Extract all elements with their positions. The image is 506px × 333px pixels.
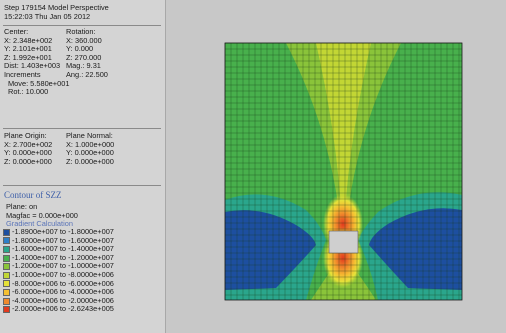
legend-swatch [3,245,10,253]
legend-label: -1.2000e+007 to -1.0000e+007 [12,261,114,271]
rotation-x: X: 360.000 [66,35,102,45]
divider [3,185,161,186]
mag-value: Mag.: 9.31 [66,61,101,71]
ang-value: Ang.: 22.500 [66,69,108,79]
legend-swatch [3,306,10,314]
legend-swatch [3,288,10,296]
legend-label: -1.8000e+007 to -1.6000e+007 [12,235,114,245]
plane-normal-z: Z: 0.000e+000 [66,156,114,166]
center-x: X: 2.348e+002 [4,35,53,45]
center-z: Z: 1.992e+001 [4,52,52,62]
contour-plot [224,42,463,301]
legend-item: -4.0000e+006 to -2.0000e+006 [3,295,163,306]
legend-swatch [3,297,10,305]
hole-cutout [328,230,359,254]
contour-legend: -1.8900e+007 to -1.8000e+007 -1.8000e+00… [3,227,163,314]
magfac-value: Magfac = 0.000e+000 [6,210,78,220]
legend-item: -1.4000e+007 to -1.2000e+007 [3,252,163,263]
plane-info-block: Plane Origin: Plane Normal: X: 2.700e+002… [4,131,164,166]
rotation-y: Y: 0.000 [66,44,94,54]
legend-swatch [3,254,10,262]
legend-item: -1.0000e+007 to -8.0000e+006 [3,269,163,280]
legend-item: -6.0000e+006 to -4.0000e+006 [3,288,163,297]
rot-value: Rot.: 10.000 [8,87,49,97]
legend-swatch [3,280,10,288]
info-panel: Step 179154 Model Perspective 15:22:03 T… [0,0,166,333]
legend-swatch [3,271,10,279]
plane-origin-x: X: 2.700e+002 [4,139,53,149]
legend-item: -1.8000e+007 to -1.6000e+007 [3,235,163,246]
rotation-label: Rotation: [66,27,96,36]
zone-yellowgreen-top [316,43,371,225]
move-value: Move: 5.580e+001 [8,78,70,88]
legend-label: -1.8900e+007 to -1.8000e+007 [12,227,114,236]
plane-origin-label: Plane Origin: [4,131,47,140]
legend-label: -2.0000e+006 to -2.6243e+005 [12,304,114,314]
legend-label: -1.4000e+007 to -1.2000e+007 [12,252,114,262]
model-viewport[interactable] [166,0,506,333]
legend-label: -4.0000e+006 to -2.0000e+006 [12,295,114,305]
increments-label: Increments [4,69,41,79]
legend-label: -8.0000e+006 to -6.0000e+006 [12,278,114,288]
plane-origin-z: Z: 0.000e+000 [4,156,52,166]
dist-value: Dist: 1.403e+003 [4,61,61,71]
model-outline [224,42,463,301]
legend-item: -2.0000e+006 to -2.6243e+005 [3,305,163,314]
plane-normal-x: X: 1.000e+000 [66,139,115,149]
rotation-z: Z: 270.000 [66,52,102,62]
plane-normal-y: Y: 0.000e+000 [66,148,114,158]
contour-title: Contour of SZZ [4,190,62,200]
time-line: 15:22:03 Thu Jan 05 2012 [4,11,91,21]
legend-swatch [3,228,10,236]
center-label: Center: [4,27,29,36]
legend-item: -1.8900e+007 to -1.8000e+007 [3,227,163,237]
legend-item: -1.2000e+007 to -1.0000e+007 [3,262,163,271]
divider [3,25,161,26]
zone-blue-left [225,210,316,290]
view-info-block: Center: Rotation: X: 2.348e+002 X: 360.000… [4,27,164,97]
plane-normal-label: Plane Normal: [66,131,113,140]
step-line: Step 179154 Model Perspective [4,3,109,12]
header-block: Step 179154 Model Perspective 15:22:03 T… [4,3,164,21]
legend-label: -1.0000e+007 to -8.0000e+006 [12,269,114,279]
model-surface [225,43,462,300]
legend-item: -1.6000e+007 to -1.4000e+007 [3,245,163,254]
legend-swatch [3,263,10,271]
center-y: Y: 2.101e+001 [4,44,52,54]
zone-blue-right [369,208,462,290]
legend-item: -8.0000e+006 to -6.0000e+006 [3,278,163,289]
gradient-calculation-label: Gradient Calculation [6,219,73,229]
contour-info-block: Plane: on Magfac = 0.000e+000 Gradient C… [4,202,164,229]
legend-label: -1.6000e+007 to -1.4000e+007 [12,244,114,254]
legend-label: -6.0000e+006 to -4.0000e+006 [12,287,114,297]
legend-swatch [3,237,10,245]
divider [3,128,161,129]
plane-origin-y: Y: 0.000e+000 [4,148,52,158]
plane-status: Plane: on [6,202,38,211]
